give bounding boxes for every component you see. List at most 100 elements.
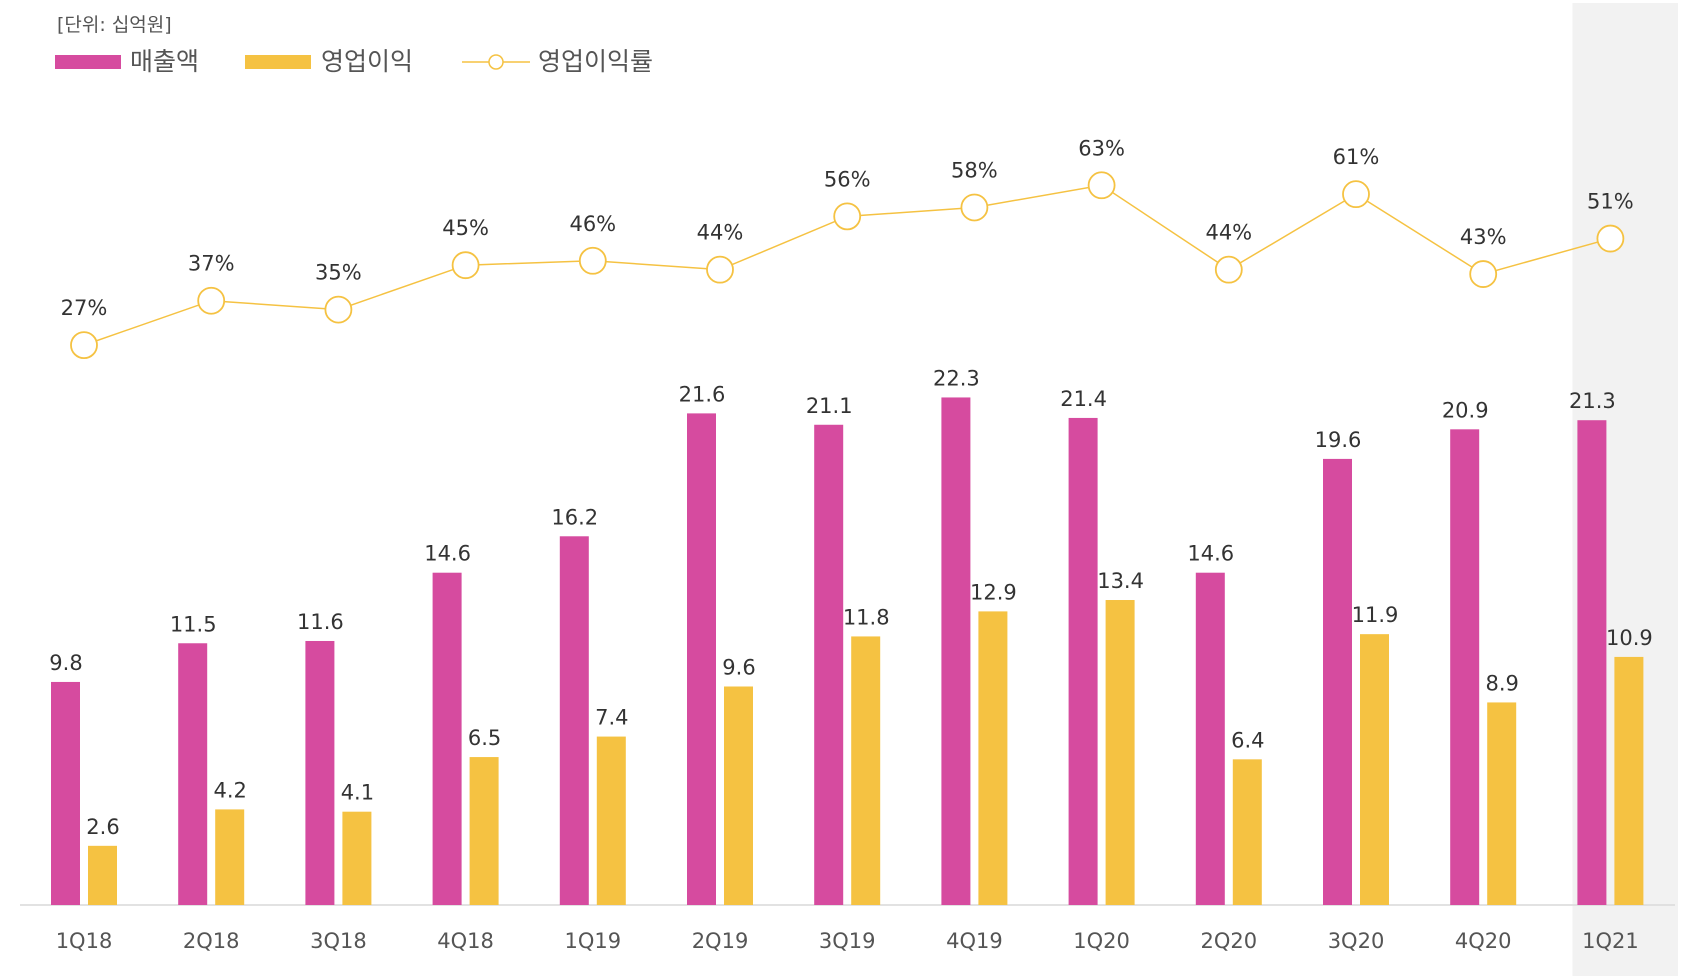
data-label-margin: 58% bbox=[951, 158, 998, 182]
data-label-margin: 51% bbox=[1587, 190, 1634, 214]
data-label-margin: 44% bbox=[697, 221, 744, 245]
data-label-margin: 35% bbox=[315, 261, 362, 285]
data-label-sales: 21.1 bbox=[806, 394, 853, 418]
data-label-op-income: 11.8 bbox=[843, 605, 890, 629]
bar-sales bbox=[51, 681, 80, 905]
marker-margin bbox=[1596, 224, 1625, 253]
data-label-op-income: 2.6 bbox=[86, 815, 119, 839]
x-tick-label: 1Q21 bbox=[1582, 929, 1639, 953]
data-label-sales: 22.3 bbox=[933, 366, 980, 390]
marker-margin bbox=[451, 251, 480, 280]
data-label-sales: 16.2 bbox=[551, 505, 598, 529]
data-label-op-income: 6.5 bbox=[468, 726, 501, 750]
data-label-sales: 14.6 bbox=[1187, 542, 1234, 566]
data-label-op-income: 9.6 bbox=[722, 656, 755, 680]
data-label-sales: 11.5 bbox=[170, 612, 217, 636]
data-label-margin: 56% bbox=[824, 167, 871, 191]
legend-label-sales: 매출액 bbox=[130, 47, 199, 76]
marker-margin bbox=[833, 202, 862, 231]
data-label-op-income: 7.4 bbox=[595, 706, 628, 730]
marker-margin bbox=[70, 331, 98, 360]
bar-sales bbox=[1323, 458, 1352, 905]
bar-sales bbox=[305, 640, 335, 905]
data-label-op-income: 4.2 bbox=[213, 778, 246, 802]
bar-op-income bbox=[724, 686, 753, 905]
bar-op-income bbox=[1232, 759, 1262, 905]
bar-op-income bbox=[596, 736, 626, 905]
data-label-op-income: 13.4 bbox=[1097, 569, 1144, 593]
data-label-sales: 20.9 bbox=[1442, 398, 1489, 422]
legend: 매출액 영업이익 영업이익률 bbox=[55, 47, 653, 76]
bar-sales bbox=[814, 424, 844, 905]
bar-sales bbox=[1068, 417, 1098, 905]
bar-op-income bbox=[215, 809, 245, 905]
data-label-sales: 19.6 bbox=[1315, 428, 1362, 452]
bar-sales bbox=[432, 572, 462, 905]
bar-sales bbox=[559, 536, 589, 905]
x-tick-label: 1Q19 bbox=[564, 929, 621, 953]
x-tick-label: 1Q18 bbox=[56, 929, 113, 953]
legend-marker-margin bbox=[488, 54, 504, 70]
marker-margin bbox=[706, 255, 734, 284]
bar-sales bbox=[178, 643, 208, 905]
data-label-sales: 21.3 bbox=[1569, 389, 1616, 413]
legend-swatch-op-income bbox=[245, 55, 311, 69]
marker-margin bbox=[324, 295, 353, 324]
data-label-op-income: 8.9 bbox=[1485, 671, 1518, 695]
marker-margin bbox=[1214, 255, 1243, 284]
legend-swatch-sales bbox=[55, 55, 121, 69]
bar-op-income bbox=[1360, 634, 1389, 905]
data-label-op-income: 6.4 bbox=[1231, 728, 1264, 752]
x-tick-label: 4Q19 bbox=[946, 929, 1003, 953]
x-tick-label: 3Q19 bbox=[819, 929, 876, 953]
x-tick-label: 2Q18 bbox=[183, 929, 240, 953]
bar-sales bbox=[941, 397, 971, 905]
data-label-sales: 11.6 bbox=[297, 610, 344, 634]
legend-label-margin: 영업이익률 bbox=[538, 47, 653, 76]
marker-margin bbox=[1087, 171, 1116, 200]
data-label-sales: 21.6 bbox=[679, 382, 726, 406]
data-label-margin: 43% bbox=[1460, 225, 1507, 249]
bar-op-income bbox=[469, 757, 499, 905]
data-label-margin: 44% bbox=[1205, 221, 1252, 245]
data-label-margin: 61% bbox=[1333, 145, 1380, 169]
unit-label: [단위: 십억원] bbox=[57, 14, 172, 36]
bar-sales bbox=[1195, 572, 1225, 905]
data-label-margin: 46% bbox=[569, 212, 616, 236]
marker-margin bbox=[197, 286, 226, 315]
data-label-op-income: 10.9 bbox=[1606, 626, 1653, 650]
data-label-sales: 9.8 bbox=[49, 651, 82, 675]
data-label-margin: 63% bbox=[1078, 136, 1125, 160]
data-label-sales: 14.6 bbox=[424, 542, 471, 566]
x-tick-label: 3Q18 bbox=[310, 929, 367, 953]
bar-sales bbox=[1577, 420, 1607, 905]
bar-op-income bbox=[342, 811, 372, 905]
bar-op-income bbox=[851, 636, 881, 905]
x-tick-label: 4Q20 bbox=[1455, 929, 1512, 953]
data-label-op-income: 12.9 bbox=[970, 580, 1017, 604]
marker-margin bbox=[578, 246, 607, 275]
x-tick-label: 1Q20 bbox=[1073, 929, 1130, 953]
data-label-margin: 27% bbox=[61, 296, 108, 320]
bar-op-income bbox=[1487, 702, 1517, 905]
bar-sales bbox=[687, 413, 716, 905]
bar-op-income bbox=[1105, 600, 1135, 905]
bar-op-income bbox=[88, 845, 117, 905]
bar-sales bbox=[1450, 429, 1480, 905]
x-tick-label: 3Q20 bbox=[1328, 929, 1385, 953]
x-tick-label: 2Q19 bbox=[692, 929, 749, 953]
data-label-margin: 37% bbox=[188, 252, 235, 276]
marker-margin bbox=[1342, 180, 1370, 209]
bar-op-income bbox=[978, 611, 1008, 905]
data-label-op-income: 11.9 bbox=[1352, 603, 1399, 627]
marker-margin bbox=[960, 193, 989, 222]
x-tick-label: 4Q18 bbox=[437, 929, 494, 953]
bar-op-income bbox=[1614, 656, 1644, 905]
marker-margin bbox=[1469, 260, 1498, 288]
data-label-op-income: 4.1 bbox=[341, 781, 374, 805]
data-label-sales: 21.4 bbox=[1060, 387, 1107, 411]
legend-label-op-income: 영업이익 bbox=[321, 47, 413, 76]
data-label-margin: 45% bbox=[442, 216, 489, 240]
x-tick-label: 2Q20 bbox=[1200, 929, 1257, 953]
